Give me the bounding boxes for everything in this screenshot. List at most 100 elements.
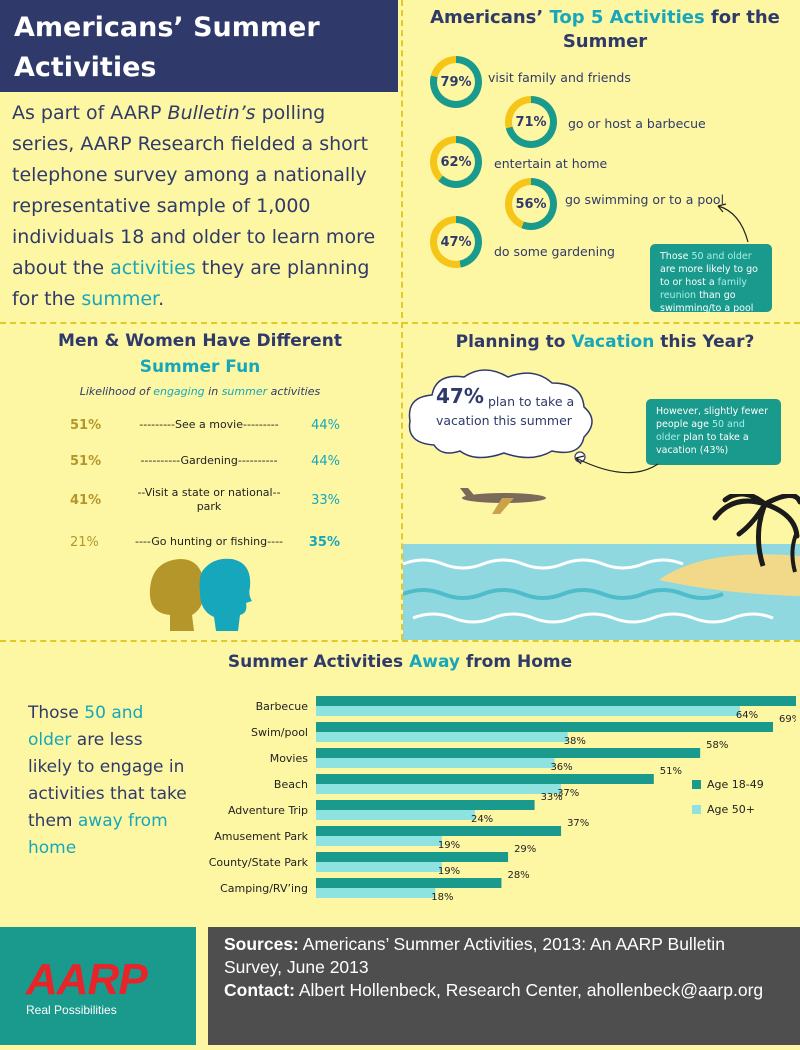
top5-percent: 47% xyxy=(437,223,475,261)
top5-title-part: for the Summer xyxy=(562,7,780,52)
chart-legend: Age 18-49 Age 50+ xyxy=(692,778,764,816)
men-women-row: 41% --Visit a state or national-- park 3… xyxy=(70,483,340,517)
men-women-title-line2: Summer Fun xyxy=(139,357,261,377)
bar-value-label: 24% xyxy=(471,814,493,825)
airplane-icon xyxy=(460,488,546,514)
bar-age-18-49 xyxy=(316,852,509,862)
category-label: Barbecue xyxy=(256,700,309,713)
top5-donut: 62% xyxy=(430,136,482,188)
vacation-percent: 47% xyxy=(436,384,484,408)
top5-label: go swimming or to a pool xyxy=(565,192,725,207)
activity-label: --Visit a state or national-- park xyxy=(137,486,281,513)
note-part: However, slightly fewer people age xyxy=(656,406,768,430)
activity-label: ----------Gardening---------- xyxy=(140,454,278,467)
sub-highlight: engaging xyxy=(153,385,205,398)
top5-note: Those 50 and older are more likely to go… xyxy=(650,244,772,314)
top5-donut: 71% xyxy=(505,96,557,148)
bar-value-label: 33% xyxy=(541,792,563,803)
men-women-title-line1: Men & Women Have Different xyxy=(58,331,342,351)
bar-value-label: 51% xyxy=(660,766,682,777)
men-value: 21% xyxy=(70,534,99,550)
bar-value-label: 18% xyxy=(431,892,453,902)
aarp-logo: AARP xyxy=(26,955,148,1004)
bar-age-18-49 xyxy=(316,696,796,706)
side-highlight: away from home xyxy=(28,811,168,858)
women-value: 35% xyxy=(308,534,340,550)
beach-scene-icon xyxy=(403,494,800,640)
bar-value-label: 37% xyxy=(557,788,579,799)
men-women-row: 21% ----Go hunting or fishing---- 35% xyxy=(70,525,340,559)
note-part: Those xyxy=(660,251,692,262)
intro-part: As part of AARP xyxy=(12,102,168,124)
sub-part: in xyxy=(204,385,222,398)
top5-percent: 79% xyxy=(437,63,475,101)
men-women-row: 51% ---------See a movie--------- 44% xyxy=(70,408,340,442)
sub-part: activities xyxy=(267,385,321,398)
intro-bulletin: Bulletin’s xyxy=(167,102,256,124)
thought-cloud-icon xyxy=(408,369,593,463)
divider-vertical xyxy=(401,0,403,640)
aarp-tagline: Real Possibilities xyxy=(26,1003,117,1017)
bar-age-50-plus xyxy=(316,758,555,768)
women-value: 44% xyxy=(311,453,340,469)
top5-percent: 62% xyxy=(437,143,475,181)
sources-text: Americans’ Summer Activities, 2013: An A… xyxy=(224,934,725,977)
vacation-title-part: this Year? xyxy=(654,332,755,352)
activity-label: ----Go hunting or fishing---- xyxy=(134,535,284,548)
bar-value-label: 19% xyxy=(438,866,460,877)
sources-label: Sources: xyxy=(224,934,299,954)
bar-age-50-plus xyxy=(316,810,475,820)
bar-value-label: 36% xyxy=(550,762,572,773)
note-highlight: 50 and older xyxy=(656,419,745,443)
divider-top xyxy=(0,322,800,324)
women-value: 44% xyxy=(311,417,340,433)
sub-highlight: summer xyxy=(221,385,268,398)
category-label: Amusement Park xyxy=(214,830,308,843)
away-bar-chart: Barbecue77%64%Swim/pool69%38%Movies58%36… xyxy=(209,696,796,902)
note-part: are more likely to go to or host a xyxy=(660,264,758,288)
note-part: plan to take a vacation (43%) xyxy=(656,432,749,456)
top5-title-part: Americans’ xyxy=(430,7,550,28)
legend-label: Age 18-49 xyxy=(707,778,764,791)
top5-donut: 47% xyxy=(430,216,482,268)
intro-text: As part of AARP Bulletin’s polling serie… xyxy=(12,98,392,315)
bar-age-18-49 xyxy=(316,800,535,810)
away-side-text: Those 50 and older are less likely to en… xyxy=(28,700,188,862)
category-label: Adventure Trip xyxy=(228,804,308,817)
bar-age-18-49 xyxy=(316,774,654,784)
bar-age-50-plus xyxy=(316,706,740,716)
man-woman-heads-icon xyxy=(149,558,252,631)
away-title: Summer Activities Away from Home xyxy=(0,652,800,672)
top5-donut: 79% xyxy=(430,56,482,108)
bar-value-label: 37% xyxy=(567,818,589,829)
bar-value-label: 64% xyxy=(736,710,758,721)
top5-title: Americans’ Top 5 Activities for the Summ… xyxy=(410,6,800,54)
away-title-highlight: Away xyxy=(409,652,460,672)
bar-value-label: 29% xyxy=(514,844,536,855)
legend-label: Age 50+ xyxy=(707,803,755,816)
men-value: 51% xyxy=(70,417,102,433)
vacation-title-part: Planning to xyxy=(455,332,572,352)
category-label: Movies xyxy=(270,752,309,765)
top5-note-arrow xyxy=(717,203,749,243)
legend-item: Age 18-49 xyxy=(692,778,764,791)
contact-text: Albert Hollenbeck, Research Center, ahol… xyxy=(294,980,764,1000)
bar-value-label: 28% xyxy=(507,870,529,881)
bar-value-label: 69% xyxy=(779,714,796,725)
top5-percent: 56% xyxy=(512,185,550,223)
vacation-note-arrow xyxy=(575,455,659,474)
bar-age-50-plus xyxy=(316,732,568,742)
bar-value-label: 19% xyxy=(438,840,460,851)
bar-age-18-49 xyxy=(316,722,774,732)
away-title-part: from Home xyxy=(459,652,573,672)
category-label: Camping/RV’ing xyxy=(220,882,308,895)
intro-part: polling series, AARP Research fielded a … xyxy=(12,102,376,279)
vacation-title: Planning to Vacation this Year? xyxy=(410,332,800,352)
category-label: Swim/pool xyxy=(251,726,308,739)
bar-age-50-plus xyxy=(316,836,442,846)
bar-age-50-plus xyxy=(316,862,442,872)
intro-activities: activities xyxy=(110,257,196,279)
contact-label: Contact: xyxy=(224,980,295,1000)
top5-label: entertain at home xyxy=(494,156,608,171)
men-women-row: 51% ----------Gardening---------- 44% xyxy=(70,444,340,478)
